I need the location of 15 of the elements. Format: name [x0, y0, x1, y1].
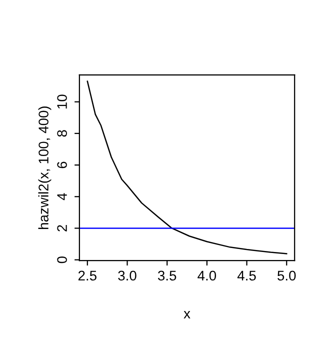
x-tick-label: 3.5 [158, 270, 176, 281]
x-tick-label: 4.5 [237, 270, 256, 281]
x-tick-label: 3.0 [118, 270, 136, 281]
x-tick-label: 5.0 [278, 270, 296, 281]
x-tick-label: 2.5 [78, 270, 96, 281]
line-series [86, 80, 288, 254]
y-tick-label: 10 [57, 94, 67, 108]
y-tick-label: 8 [57, 130, 67, 137]
y-tick-label: 4 [57, 193, 67, 200]
y-tick-label: 6 [57, 162, 67, 168]
y-tick-label: 2 [57, 225, 67, 232]
y-tick-label: 0 [57, 256, 67, 264]
x-tick-label: 4.0 [198, 270, 216, 281]
x-axis-title: x [184, 311, 190, 318]
y-axis-title: hazwil2(x, 100, 400) [38, 106, 52, 229]
